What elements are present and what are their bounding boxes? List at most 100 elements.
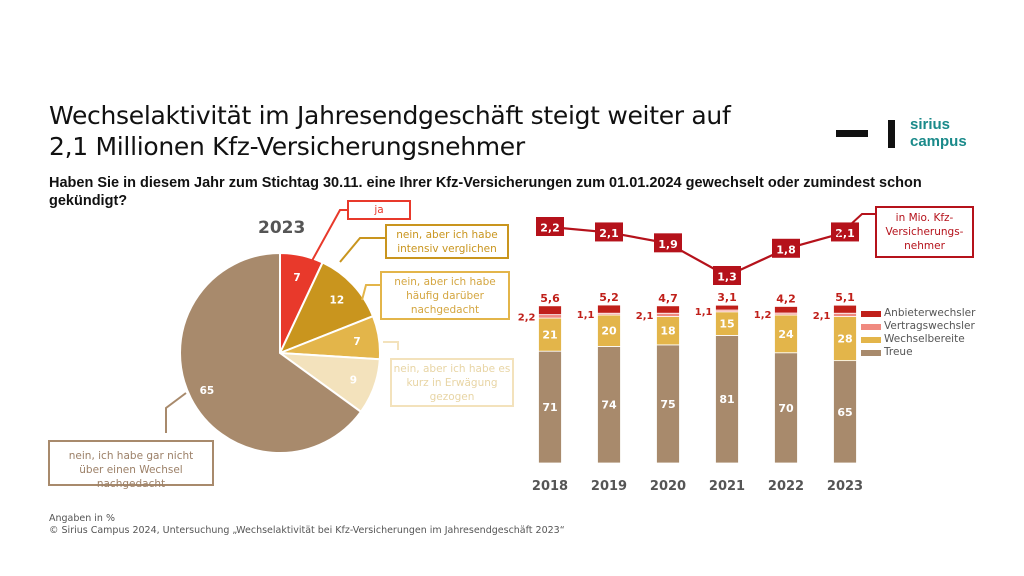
bar-value-label: 5,6 — [540, 292, 560, 305]
bar-value-label: 4,7 — [658, 292, 678, 305]
bar-segment-anbieterwechsler — [774, 306, 798, 314]
callout-nein: nein, ich habe gar nicht über einen Wech… — [48, 440, 214, 490]
bar-segment-vertragswechsler — [833, 312, 857, 317]
bar-value-label: 28 — [837, 333, 852, 346]
unit-line-3: nehmer — [904, 240, 945, 252]
leader-line-ja — [307, 209, 347, 269]
bar-value-label: 20 — [601, 325, 617, 338]
legend-swatch — [861, 310, 881, 317]
bar-segment-anbieterwechsler — [597, 304, 621, 314]
legend-item-wechselbereite: Wechselbereite — [861, 333, 975, 346]
footer-unit-note: Angaben in % — [49, 513, 115, 524]
bar-value-label: 81 — [719, 393, 734, 406]
line-point-marker — [713, 266, 741, 285]
bar-segment-anbieterwechsler — [833, 304, 857, 314]
line-point-marker — [831, 222, 859, 242]
line-point-marker — [772, 238, 800, 258]
bar-value-label: 24 — [778, 328, 794, 341]
bar-value-label: 5,2 — [599, 291, 619, 304]
legend-swatch — [861, 336, 881, 343]
logo-text: sirius campus — [910, 116, 967, 150]
title-line-2: 2,1 Millionen Kfz-Versicherungsnehmer — [49, 132, 525, 161]
pie-slice-label: 7 — [353, 336, 360, 348]
legend-label: Anbieterwechsler — [884, 307, 976, 319]
logo-line-2: campus — [910, 133, 967, 150]
line-point-marker — [595, 222, 623, 242]
footer: Angaben in % © Sirius Campus 2024, Unter… — [49, 513, 565, 537]
leader-line-unit — [837, 213, 875, 237]
callout-intensiv: nein, aber ich habe intensiv verglichen — [385, 224, 509, 259]
legend-item-anbieterwechsler: Anbieterwechsler — [861, 307, 975, 320]
pie-slice-label: 7 — [293, 272, 300, 284]
logo-line-1: sirius — [910, 116, 951, 133]
x-axis-tick-label: 2023 — [827, 479, 863, 494]
bar-value-label: 2,1 — [813, 311, 831, 322]
line-point-label: 1,3 — [717, 271, 737, 284]
bar-value-label: 1,1 — [577, 310, 595, 321]
bar-segment-anbieterwechsler — [656, 305, 680, 314]
leader-line-nein — [165, 392, 187, 433]
callout-kurz: nein, aber ich habe es kurz in Erwägung … — [390, 358, 514, 407]
leader-line-intensiv — [339, 237, 385, 263]
line-point-label: 1,9 — [658, 238, 678, 251]
line-point-label: 2,1 — [599, 227, 619, 240]
pie-slice — [278, 261, 375, 355]
x-axis-tick-label: 2018 — [532, 479, 568, 494]
callout-haeufig: nein, aber ich habe häufig darüber nachg… — [380, 271, 510, 320]
bar-value-label: 2,2 — [518, 312, 536, 323]
page-title: Wechselaktivität im Jahresendgeschäft st… — [49, 100, 809, 162]
legend-item-treue: Treue — [861, 346, 975, 359]
bar-value-label: 70 — [778, 402, 794, 415]
leader-line-haeufig — [361, 284, 380, 301]
bar-value-label: 75 — [660, 398, 675, 411]
pie-slice — [179, 251, 363, 454]
logo-dash-icon — [836, 130, 868, 137]
bar-segment-vertragswechsler — [656, 312, 680, 317]
line-series — [549, 225, 846, 278]
bar-legend: Anbieterwechsler Vertragswechsler Wechse… — [861, 307, 975, 359]
pie-leader-lines — [165, 209, 399, 433]
bar-value-label: 15 — [719, 318, 734, 331]
bar-value-label: 1,1 — [695, 307, 713, 318]
legend-swatch — [861, 349, 881, 356]
legend-label: Treue — [884, 346, 913, 358]
bar-segment-anbieterwechsler — [715, 304, 739, 311]
bar-value-label: 18 — [660, 325, 675, 338]
line-point-marker — [536, 217, 564, 236]
footer-copyright: © Sirius Campus 2024, Untersuchung „Wech… — [49, 525, 565, 536]
pie-title: 2023 — [258, 218, 306, 238]
pie-slice-label: 65 — [200, 385, 215, 397]
unit-line-2: Versicherungs- — [885, 226, 964, 238]
bar-value-label: 4,2 — [776, 292, 796, 305]
line-point-label: 2,2 — [540, 222, 560, 235]
pie-chart: 7 12 7 9 65 — [179, 251, 381, 454]
bar-value-label: 21 — [542, 329, 557, 342]
leader-line-kurz — [383, 341, 399, 350]
logo-bar-icon — [888, 120, 895, 148]
x-axis-tick-label: 2019 — [591, 479, 627, 494]
bar-value-label: 71 — [542, 401, 557, 414]
pie-slice-label: 12 — [330, 295, 345, 307]
pie-slice-label: 9 — [350, 374, 357, 386]
line-chart: 2,2 2,1 1,9 1,3 1,8 2,1 — [536, 217, 859, 285]
legend-label: Wechselbereite — [884, 333, 965, 345]
line-point-marker — [654, 233, 682, 253]
stacked-bar-chart: 71 21 2,2 5,6 2018 74 20 1,1 5,2 2019 75 18 2,1 4,7 20… — [518, 291, 863, 494]
sirius-campus-logo: sirius campus — [836, 116, 986, 156]
line-unit-label: in Mio. Kfz- Versicherungs- nehmer — [875, 206, 974, 258]
bar-value-label: 3,1 — [717, 291, 737, 304]
bar-value-label: 74 — [601, 399, 617, 412]
line-point-label: 2,1 — [835, 227, 855, 240]
x-axis-tick-label: 2020 — [650, 479, 686, 494]
legend-label: Vertragswechsler — [884, 320, 975, 332]
x-axis-tick-label: 2022 — [768, 479, 804, 494]
bar-value-label: 65 — [837, 406, 852, 419]
callout-ja: ja — [347, 200, 411, 220]
bar-value-label: 1,2 — [754, 310, 772, 321]
bar-value-label: 5,1 — [835, 291, 855, 304]
title-line-1: Wechselaktivität im Jahresendgeschäft st… — [49, 101, 731, 130]
survey-question: Haben Sie in diesem Jahr zum Stichtag 30… — [49, 175, 922, 209]
legend-swatch — [861, 323, 881, 330]
bar-value-label: 2,1 — [636, 311, 654, 322]
